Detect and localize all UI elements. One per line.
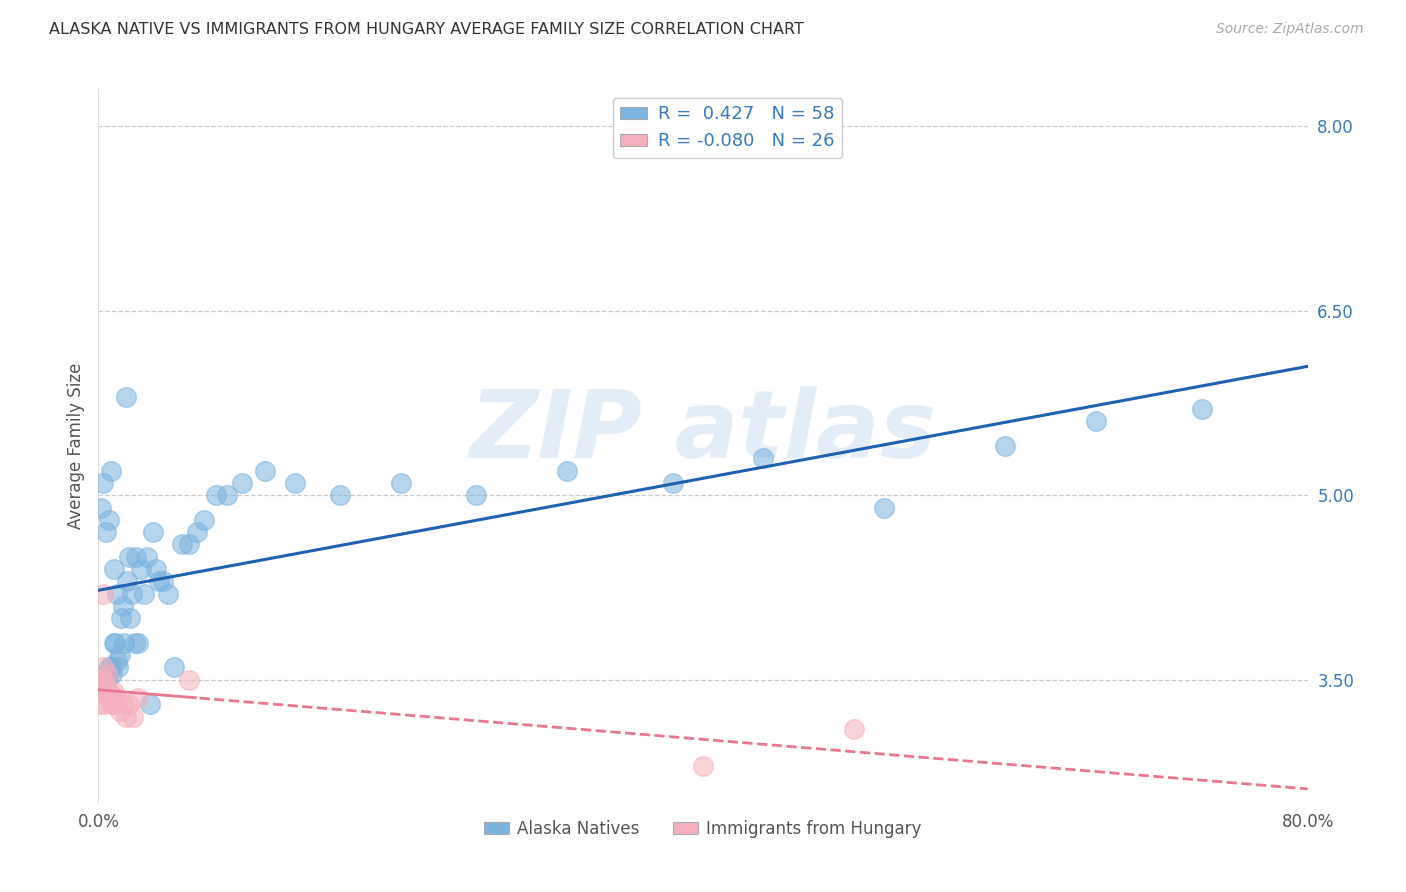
Point: [231, 475, 253, 490]
Point: [108, 704, 131, 718]
Point: [94, 679, 117, 693]
Point: [692, 759, 714, 773]
Point: [90, 685, 112, 699]
Point: [89, 685, 111, 699]
Point: [108, 648, 131, 662]
Point: [89, 698, 111, 712]
Point: [135, 549, 157, 564]
Point: [465, 488, 488, 502]
Point: [103, 636, 125, 650]
Point: [129, 562, 152, 576]
Point: [156, 587, 179, 601]
Point: [127, 636, 149, 650]
Point: [98, 685, 121, 699]
Point: [132, 587, 155, 601]
Point: [118, 549, 141, 564]
Point: [101, 698, 124, 712]
Text: Source: ZipAtlas.com: Source: ZipAtlas.com: [1216, 22, 1364, 37]
Point: [284, 475, 307, 490]
Point: [179, 673, 201, 687]
Point: [96, 666, 118, 681]
Point: [105, 654, 128, 668]
Point: [105, 691, 128, 706]
Point: [142, 525, 165, 540]
Point: [90, 673, 112, 687]
Point: [122, 709, 145, 723]
Point: [104, 636, 127, 650]
Point: [94, 525, 117, 540]
Text: ZIP atlas: ZIP atlas: [470, 385, 936, 478]
Point: [105, 587, 128, 601]
Point: [111, 698, 134, 712]
Point: [163, 660, 186, 674]
Y-axis label: Average Family Size: Average Family Size: [66, 363, 84, 529]
Point: [96, 673, 118, 687]
Point: [389, 475, 412, 490]
Point: [148, 574, 170, 589]
Point: [112, 636, 135, 650]
Point: [1191, 402, 1213, 417]
Point: [104, 698, 127, 712]
Point: [93, 666, 115, 681]
Point: [555, 464, 578, 478]
Point: [96, 685, 118, 699]
Point: [114, 709, 136, 723]
Point: [179, 537, 201, 551]
Point: [90, 500, 112, 515]
Point: [752, 451, 775, 466]
Point: [93, 698, 115, 712]
Point: [844, 722, 866, 736]
Legend: Alaska Natives, Immigrants from Hungary: Alaska Natives, Immigrants from Hungary: [478, 814, 928, 845]
Point: [873, 500, 896, 515]
Point: [98, 660, 121, 674]
Point: [100, 464, 122, 478]
Point: [103, 685, 125, 699]
Point: [170, 537, 193, 551]
Point: [139, 698, 162, 712]
Point: [186, 525, 208, 540]
Point: [114, 390, 136, 404]
Point: [107, 660, 129, 674]
Point: [1085, 414, 1108, 428]
Point: [100, 660, 122, 674]
Point: [127, 691, 149, 706]
Point: [111, 599, 134, 613]
Point: [115, 574, 138, 589]
Point: [93, 673, 115, 687]
Point: [994, 439, 1017, 453]
Point: [215, 488, 238, 502]
Point: [125, 549, 148, 564]
Point: [253, 464, 276, 478]
Point: [120, 611, 142, 625]
Point: [98, 513, 121, 527]
Point: [329, 488, 352, 502]
Point: [124, 636, 146, 650]
Point: [110, 611, 132, 625]
Point: [100, 691, 122, 706]
Point: [193, 513, 215, 527]
Point: [661, 475, 683, 490]
Point: [91, 475, 114, 490]
Point: [205, 488, 228, 502]
Text: ALASKA NATIVE VS IMMIGRANTS FROM HUNGARY AVERAGE FAMILY SIZE CORRELATION CHART: ALASKA NATIVE VS IMMIGRANTS FROM HUNGARY…: [49, 22, 804, 37]
Point: [152, 574, 174, 589]
Point: [91, 587, 114, 601]
Point: [91, 660, 114, 674]
Point: [103, 562, 125, 576]
Point: [145, 562, 167, 576]
Point: [94, 673, 117, 687]
Point: [118, 698, 141, 712]
Point: [101, 666, 124, 681]
Point: [121, 587, 143, 601]
